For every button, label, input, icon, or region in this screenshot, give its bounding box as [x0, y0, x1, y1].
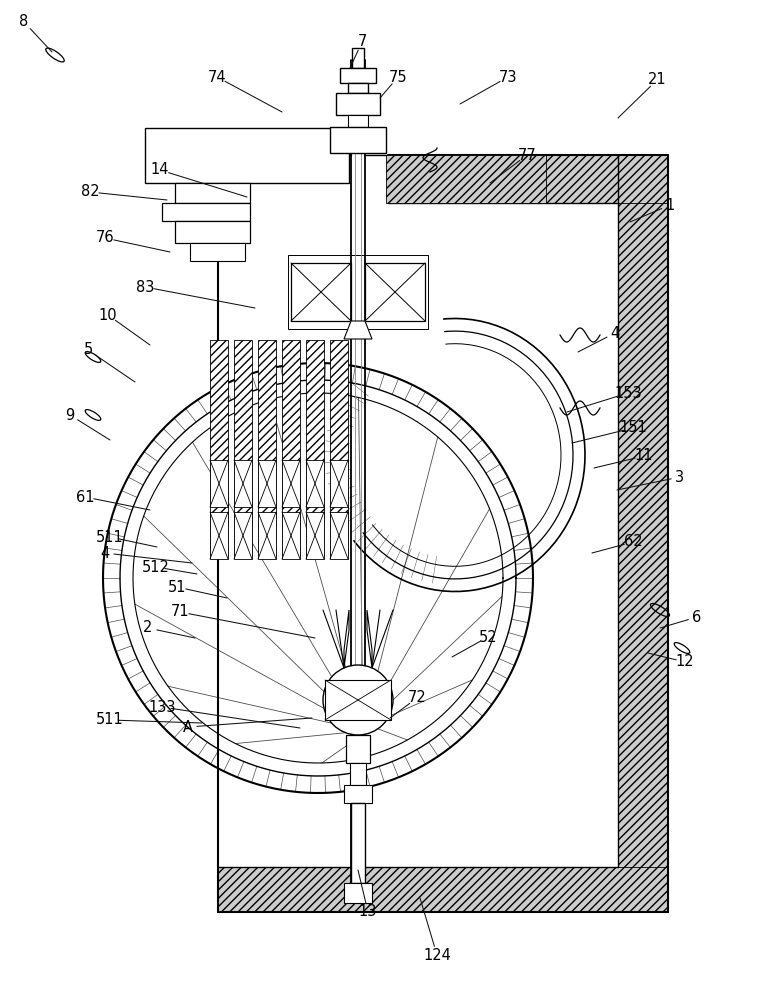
Bar — [348, 83, 368, 93]
Text: 3: 3 — [675, 470, 684, 485]
Bar — [218, 155, 238, 203]
Text: 13: 13 — [359, 904, 377, 920]
Text: A: A — [183, 720, 193, 734]
Bar — [190, 243, 245, 261]
Text: 73: 73 — [499, 70, 517, 85]
Text: 62: 62 — [624, 534, 642, 550]
Text: 61: 61 — [76, 489, 94, 504]
Text: 10: 10 — [99, 308, 117, 322]
Bar — [344, 883, 372, 903]
Bar — [210, 460, 228, 507]
Text: 71: 71 — [171, 604, 190, 619]
Polygon shape — [367, 610, 372, 668]
Text: 6: 6 — [692, 609, 702, 624]
Text: 124: 124 — [423, 948, 451, 962]
Bar — [234, 460, 252, 507]
Text: 14: 14 — [151, 162, 169, 178]
Text: 9: 9 — [65, 408, 74, 422]
Polygon shape — [344, 321, 372, 339]
Bar — [350, 763, 366, 785]
Bar — [282, 460, 300, 507]
Bar — [306, 340, 324, 555]
Bar — [330, 340, 348, 555]
Text: 8: 8 — [20, 14, 29, 29]
Bar — [386, 155, 546, 203]
Bar — [162, 203, 250, 221]
Text: 21: 21 — [647, 73, 666, 88]
Text: 7: 7 — [357, 34, 367, 49]
Bar — [210, 340, 228, 555]
Bar — [218, 867, 668, 912]
Bar — [175, 221, 250, 243]
Bar — [330, 512, 348, 559]
Bar — [288, 255, 428, 329]
Bar — [282, 340, 300, 555]
Text: 74: 74 — [208, 70, 227, 85]
Bar — [330, 127, 386, 153]
Text: 52: 52 — [479, 630, 497, 645]
Text: 1: 1 — [666, 198, 675, 213]
Bar — [365, 263, 425, 321]
Polygon shape — [344, 610, 349, 668]
Text: 4: 4 — [100, 546, 110, 560]
Text: 4: 4 — [610, 326, 619, 340]
Text: 512: 512 — [142, 560, 170, 574]
Text: 51: 51 — [168, 580, 186, 594]
Text: 75: 75 — [389, 70, 407, 85]
Bar — [258, 340, 276, 555]
Text: 12: 12 — [675, 654, 694, 670]
Text: 77: 77 — [518, 147, 537, 162]
Bar — [618, 155, 668, 912]
Bar — [306, 512, 324, 559]
Bar — [306, 460, 324, 507]
Bar — [344, 785, 372, 803]
Bar — [352, 48, 364, 68]
Text: 2: 2 — [143, 620, 152, 636]
Circle shape — [323, 665, 393, 735]
Text: 511: 511 — [96, 530, 124, 544]
Circle shape — [339, 681, 377, 719]
Bar — [210, 512, 228, 559]
Text: 82: 82 — [80, 184, 99, 200]
Bar — [258, 512, 276, 559]
Bar — [145, 128, 349, 183]
Bar — [234, 512, 252, 559]
Bar — [282, 512, 300, 559]
Bar — [234, 340, 252, 555]
Bar — [388, 155, 668, 203]
Text: 76: 76 — [96, 231, 114, 245]
Text: 11: 11 — [634, 448, 653, 464]
Bar — [258, 460, 276, 507]
Bar — [346, 735, 370, 763]
Bar — [291, 263, 351, 321]
Bar — [325, 680, 391, 720]
Text: 83: 83 — [136, 279, 154, 294]
Bar — [175, 183, 250, 203]
Bar — [351, 803, 365, 883]
Bar — [348, 115, 368, 127]
Text: 72: 72 — [408, 690, 426, 706]
Bar — [336, 93, 380, 115]
Text: 133: 133 — [149, 700, 176, 714]
Bar — [340, 68, 376, 83]
Text: 153: 153 — [614, 385, 642, 400]
Text: 5: 5 — [83, 342, 92, 358]
Text: 511: 511 — [96, 712, 124, 728]
Text: 151: 151 — [619, 420, 647, 436]
Bar — [330, 460, 348, 507]
